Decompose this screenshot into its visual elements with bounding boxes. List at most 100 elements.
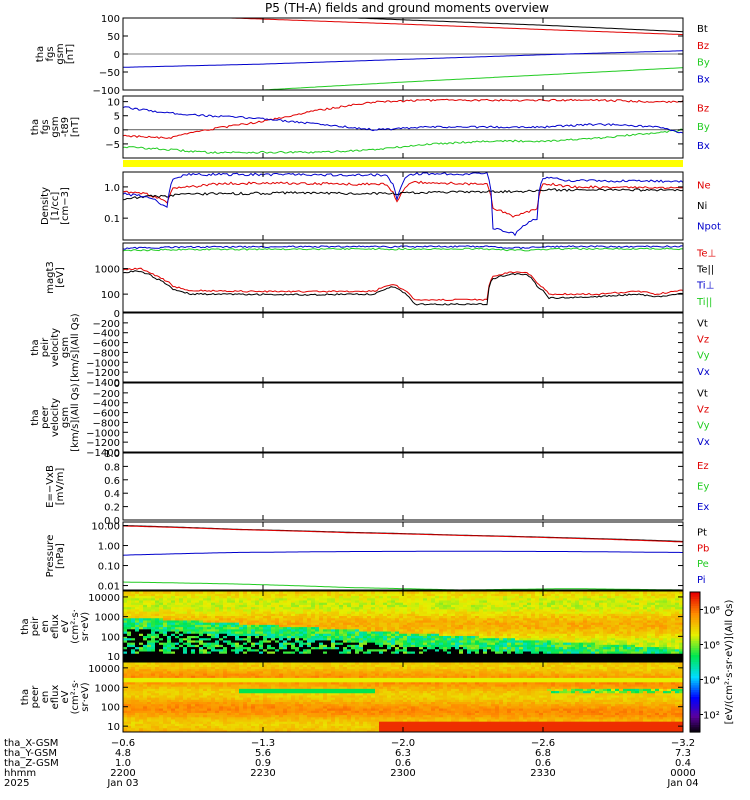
spectrogram-cell [331,653,336,656]
spectrogram-cell [675,644,680,648]
spectrogram-cell [295,595,300,599]
spectrogram-cell [195,650,200,654]
spectrogram-cell [399,637,404,641]
spectrogram-cell [267,624,272,628]
spectrogram-cell [515,595,520,599]
spectrogram-cell [279,642,284,645]
spectrogram-cell [203,633,208,636]
spectrogram-cell [423,648,428,652]
spectrogram-cell [647,646,652,650]
spectrogram-cell [123,637,128,641]
spectrogram-cell [447,650,452,654]
spectrogram-cell [183,648,188,652]
spectrogram-cell [431,593,436,597]
spectrogram-cell [131,716,136,720]
spectrogram-cell [131,655,136,659]
spectrogram-cell [471,593,476,597]
spectrogram-cell [391,595,396,599]
spectrogram-cell [455,639,460,643]
spectrogram-cell [347,615,352,619]
spectrogram-cell [127,619,132,623]
spectrogram-cell [619,624,624,628]
spectrogram-cell [643,657,648,661]
spectrogram-cell [195,597,200,601]
spectrogram-cell [299,610,304,614]
spectrogram-cell [627,659,632,662]
legend-entry: Vt [697,389,708,400]
spectrogram-cell [463,628,468,632]
spectrogram-cell [347,642,352,645]
spectrogram-cell [443,642,448,645]
spectrogram-cell [595,639,600,643]
spectrogram-cell [195,613,200,617]
spectrogram-cell [407,613,412,617]
spectrogram-cell [611,602,616,605]
spectrogram-cell [363,591,368,594]
spectrogram-cell [407,648,412,652]
spectrogram-cell [303,648,308,652]
spectrogram-cell [323,648,328,652]
spectrogram-cell [431,610,436,614]
spectrogram-cell [679,622,683,625]
spectrogram-cell [223,595,228,599]
spectrogram-cell [303,630,308,634]
spectrogram-cell [647,610,652,614]
spectrogram-cell [411,659,416,662]
spectrogram-cell [527,602,532,605]
spectrogram-cell [367,650,372,654]
spectrogram-cell [455,617,460,621]
spectrogram-cell [387,639,392,643]
spectrogram-cell [151,635,156,639]
spectrogram-cell [639,591,644,594]
spectrogram-cell [547,617,552,621]
spectrogram-cell [523,639,528,643]
spectrogram-cell [623,635,628,639]
spectrogram-cell [671,642,676,645]
spectrogram-cell [215,635,220,639]
spectrogram-cell [583,635,588,639]
spectrogram-cell [419,610,424,614]
spectrogram-cell [419,653,424,656]
spectrogram-cell [255,628,260,632]
spectrogram-cell [615,619,620,623]
spectrogram-cell [187,606,192,610]
spectrogram-cell [395,635,400,639]
spectrogram-cell [171,626,176,630]
spectrogram-cell [247,624,252,628]
spectrogram-cell [231,628,236,632]
spectrogram-cell [643,628,648,632]
spectrogram-cell [271,591,276,594]
spectrogram-cell [647,591,652,594]
y-axis-label: fgs [45,46,56,61]
spectrogram-cell [471,604,476,608]
spectrogram-cell [263,604,268,608]
spectrogram-cell [611,610,616,614]
spectrogram-cell [259,606,264,610]
spectrogram-cell [595,646,600,650]
spectrogram-cell [563,626,568,630]
spectrogram-cell [663,628,668,632]
spectrogram-cell [303,606,308,610]
spectrogram-cell [463,648,468,652]
spectrogram-cell [135,675,140,678]
spectrogram-cell [475,624,480,628]
spectrogram-cell [327,628,332,632]
spectrogram-cell [603,610,608,614]
spectrogram-cell [467,622,472,625]
spectrogram-cell [135,688,140,692]
spectrogram-cell [547,595,552,599]
spectrogram-cell [483,595,488,599]
spectrogram-cell [299,655,304,659]
spectrogram-cell [391,597,396,601]
spectrogram-cell [359,619,364,623]
spectrogram-cell [307,653,312,656]
spectrogram-cell [499,622,504,625]
spectrogram-cell [207,608,212,612]
spectrogram-cell [123,718,128,722]
spectrogram-cell [583,659,588,662]
spectrogram-cell [467,593,472,597]
spectrogram-cell [587,599,592,603]
spectrogram-cell [567,633,572,636]
spectrogram-cell [487,606,492,610]
spectrogram-cell [531,610,536,614]
